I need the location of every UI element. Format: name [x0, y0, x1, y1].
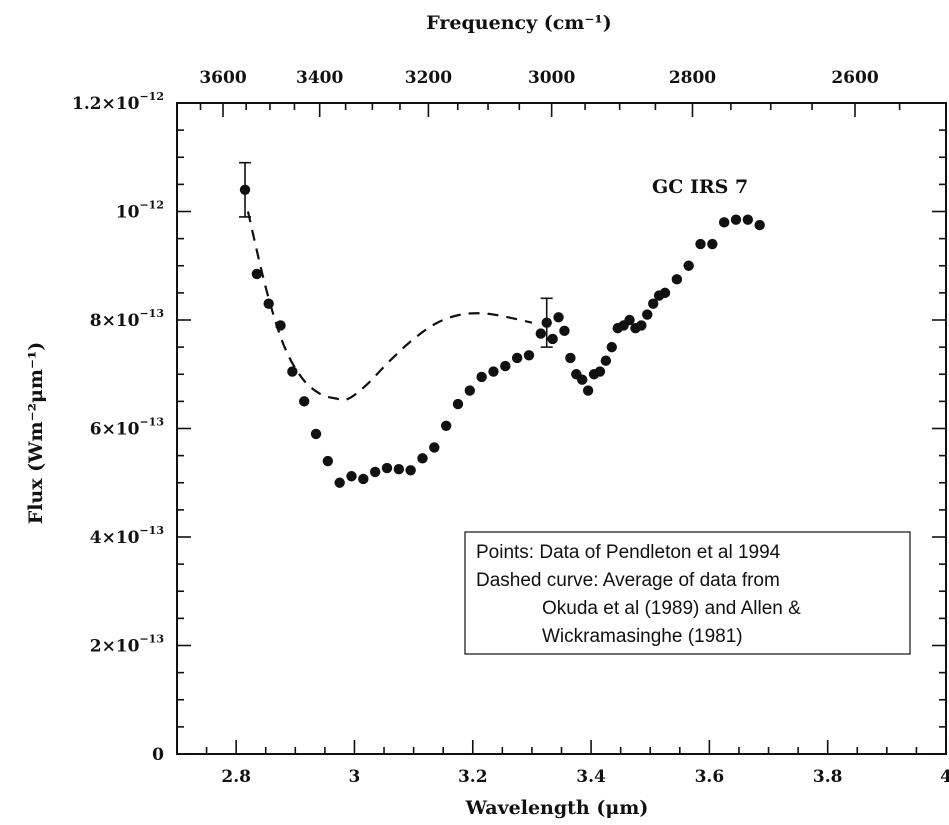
top-tick-label: 2800: [669, 68, 716, 88]
data-point: [553, 312, 563, 322]
data-point: [394, 464, 404, 474]
y-tick-mantissa: 2×10: [90, 637, 140, 657]
data-point: [607, 342, 617, 352]
y-tick-label: 8×10−13: [90, 307, 164, 331]
top-tick-label: 2600: [831, 68, 878, 88]
data-point: [559, 326, 569, 336]
y-tick-labels: 02×10−134×10−136×10−138×10−1310−121.2×10…: [72, 90, 164, 765]
y-tick-mantissa: 6×10: [90, 420, 140, 440]
y-tick-mantissa: 0: [152, 745, 164, 765]
data-point: [382, 463, 392, 473]
top-tick-label: 3000: [528, 68, 575, 88]
data-point: [577, 374, 587, 384]
data-point: [524, 350, 534, 360]
data-point: [417, 453, 427, 463]
x-tick-label: 3: [349, 767, 361, 787]
tick-marks: [177, 103, 946, 754]
data-point: [370, 467, 380, 477]
data-point: [660, 288, 670, 298]
data-point: [299, 396, 309, 406]
data-point: [731, 214, 741, 224]
data-point: [743, 214, 753, 224]
data-point: [488, 366, 498, 376]
data-point: [405, 465, 415, 475]
y-tick-label: 6×10−13: [90, 416, 164, 440]
y-tick-exponent: −13: [139, 633, 164, 646]
data-point: [429, 442, 439, 452]
points-series-layer: [239, 163, 765, 488]
legend-line-2: Dashed curve: Average of data from: [476, 570, 780, 591]
data-point: [707, 239, 717, 249]
x-axis-title: Wavelength (μm): [465, 797, 649, 819]
y-tick-label: 1.2×10−12: [72, 90, 164, 114]
y-tick-exponent: −12: [139, 90, 164, 103]
top-tick-labels: 3600 3400 3200 3000 2800 2600: [199, 68, 878, 88]
y-axis-title: Flux (Wm⁻²μm⁻¹): [25, 342, 47, 525]
top-tick-label: 3200: [405, 68, 452, 88]
data-point: [683, 261, 693, 271]
data-point: [358, 474, 368, 484]
x-tick-label: 2.8: [221, 767, 251, 787]
data-point: [311, 429, 321, 439]
data-point: [672, 274, 682, 284]
x-tick-label: 4: [940, 767, 949, 787]
data-point: [252, 269, 262, 279]
y-tick-exponent: −13: [139, 524, 164, 537]
x-tick-labels: 2.8 3 3.2 3.4 3.6 3.8 4: [221, 767, 949, 787]
plot-frame: [177, 103, 946, 754]
y-tick-mantissa: 8×10: [90, 311, 140, 331]
y-tick-exponent: −12: [139, 199, 164, 212]
legend-line-1: Points: Data of Pendleton et al 1994: [476, 542, 781, 563]
data-point: [636, 320, 646, 330]
data-point: [595, 366, 605, 376]
data-point: [240, 185, 250, 195]
data-point: [547, 334, 557, 344]
x-tick-label: 3.2: [458, 767, 488, 787]
data-point: [287, 366, 297, 376]
y-tick-mantissa: 4×10: [90, 528, 140, 548]
data-point: [500, 361, 510, 371]
data-point: [601, 355, 611, 365]
data-point: [565, 353, 575, 363]
data-point: [642, 309, 652, 319]
y-tick-label: 4×10−13: [90, 524, 164, 548]
legend: Points: Data of Pendleton et al 1994 Das…: [465, 532, 910, 654]
data-point: [542, 318, 552, 328]
y-tick-mantissa: 1.2×10: [72, 94, 140, 114]
data-point: [536, 328, 546, 338]
x-tick-label: 3.8: [813, 767, 843, 787]
data-point: [334, 478, 344, 488]
data-point: [695, 239, 705, 249]
top-tick-label: 3600: [199, 68, 246, 88]
data-point: [275, 320, 285, 330]
x-tick-label: 3.4: [576, 767, 606, 787]
data-point: [512, 353, 522, 363]
data-point: [465, 385, 475, 395]
data-point: [453, 399, 463, 409]
y-tick-exponent: −13: [139, 307, 164, 320]
y-tick-exponent: −13: [139, 416, 164, 429]
data-point: [441, 421, 451, 431]
y-tick-label: 2×10−13: [90, 633, 164, 657]
data-point: [323, 456, 333, 466]
data-point: [719, 217, 729, 227]
data-point: [476, 372, 486, 382]
legend-line-3: Okuda et al (1989) and Allen &: [542, 598, 801, 619]
object-label: GC IRS 7: [652, 176, 748, 198]
top-tick-label: 3400: [296, 68, 343, 88]
y-tick-label: 10−12: [116, 199, 164, 223]
legend-line-4: Wickramasinghe (1981): [542, 626, 743, 647]
data-point: [754, 220, 764, 230]
y-tick-label: 0: [152, 745, 164, 765]
data-point: [263, 299, 273, 309]
x-tick-label: 3.6: [695, 767, 725, 787]
top-axis-title: Frequency (cm⁻¹): [426, 12, 611, 34]
data-point: [583, 385, 593, 395]
data-point: [346, 471, 356, 481]
y-tick-mantissa: 10: [116, 203, 140, 223]
